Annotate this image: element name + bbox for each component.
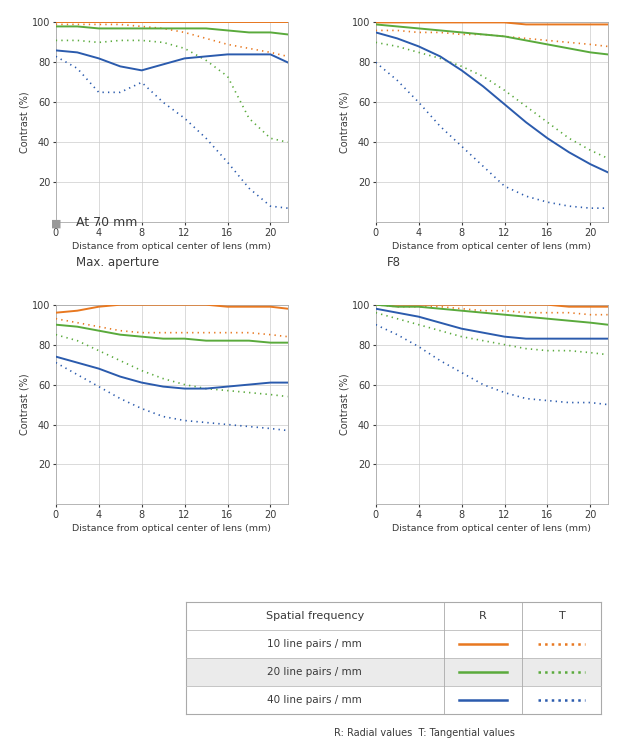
- Text: Max. aperture: Max. aperture: [76, 256, 159, 269]
- Text: F8: F8: [388, 256, 401, 269]
- Text: R: R: [479, 611, 487, 621]
- X-axis label: Distance from optical center of lens (mm): Distance from optical center of lens (mm…: [392, 524, 591, 533]
- Text: At 70 mm: At 70 mm: [76, 216, 137, 229]
- X-axis label: Distance from optical center of lens (mm): Distance from optical center of lens (mm…: [72, 524, 271, 533]
- Y-axis label: Contrast (%): Contrast (%): [339, 91, 349, 153]
- Text: ■: ■: [51, 219, 61, 229]
- X-axis label: Distance from optical center of lens (mm): Distance from optical center of lens (mm…: [392, 242, 591, 251]
- Y-axis label: Contrast (%): Contrast (%): [19, 91, 29, 153]
- Y-axis label: Contrast (%): Contrast (%): [19, 374, 29, 435]
- X-axis label: Distance from optical center of lens (mm): Distance from optical center of lens (mm…: [72, 242, 271, 251]
- Text: T: T: [559, 611, 565, 621]
- Text: R: Radial values  T: Tangential values: R: Radial values T: Tangential values: [334, 728, 515, 738]
- Text: Spatial frequency: Spatial frequency: [265, 611, 364, 621]
- Text: 40 line pairs / mm: 40 line pairs / mm: [267, 696, 362, 705]
- Text: 20 line pairs / mm: 20 line pairs / mm: [267, 667, 362, 677]
- Text: 10 line pairs / mm: 10 line pairs / mm: [267, 640, 362, 649]
- Y-axis label: Contrast (%): Contrast (%): [339, 374, 349, 435]
